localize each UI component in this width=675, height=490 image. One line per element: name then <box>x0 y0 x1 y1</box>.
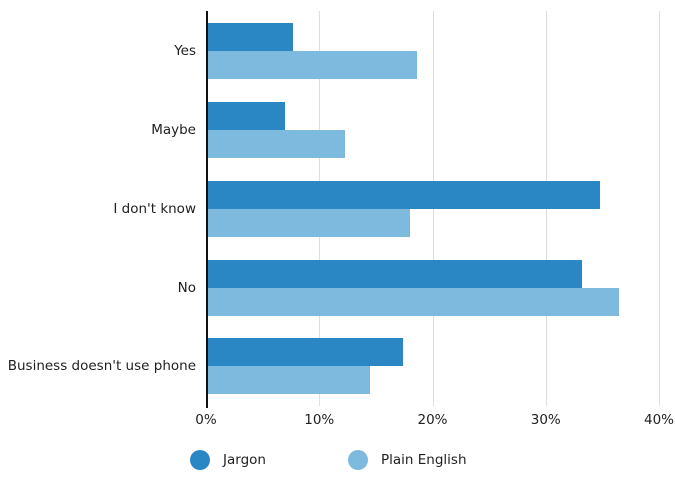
plot-area <box>206 11 660 408</box>
bar-plain-english <box>208 208 410 237</box>
legend-marker-jargon-icon <box>190 450 210 470</box>
legend-label-plain-english: Plain English <box>381 452 467 468</box>
legend-label-jargon: Jargon <box>223 452 266 468</box>
x-tick-label: 20% <box>417 412 448 428</box>
legend-item-plain-english: Plain English <box>348 449 467 471</box>
bar-plain-english <box>208 130 346 159</box>
category-label: No <box>177 279 196 296</box>
x-tick-label: 30% <box>530 412 561 428</box>
bar-jargon <box>208 338 404 367</box>
legend-item-jargon: Jargon <box>190 449 266 471</box>
category-label: Business doesn't use phone <box>7 358 196 375</box>
y-axis-line <box>206 11 208 408</box>
category-label: Yes <box>174 43 196 60</box>
x-tick-label: 10% <box>304 412 335 428</box>
x-tick-label: 0% <box>195 412 217 428</box>
bar-jargon <box>208 180 601 209</box>
bar-jargon <box>208 259 582 288</box>
legend: Jargon Plain English <box>0 449 675 471</box>
gridline-40% <box>659 11 660 406</box>
x-tick-label: 40% <box>643 412 675 428</box>
bar-jargon <box>208 23 294 52</box>
bar-jargon <box>208 102 286 131</box>
bar-plain-english <box>208 366 371 395</box>
bar-plain-english <box>208 51 417 80</box>
bar-plain-english <box>208 287 620 316</box>
category-label: I don't know <box>113 200 196 217</box>
legend-marker-plain-english-icon <box>348 450 368 470</box>
category-label: Maybe <box>151 122 196 139</box>
